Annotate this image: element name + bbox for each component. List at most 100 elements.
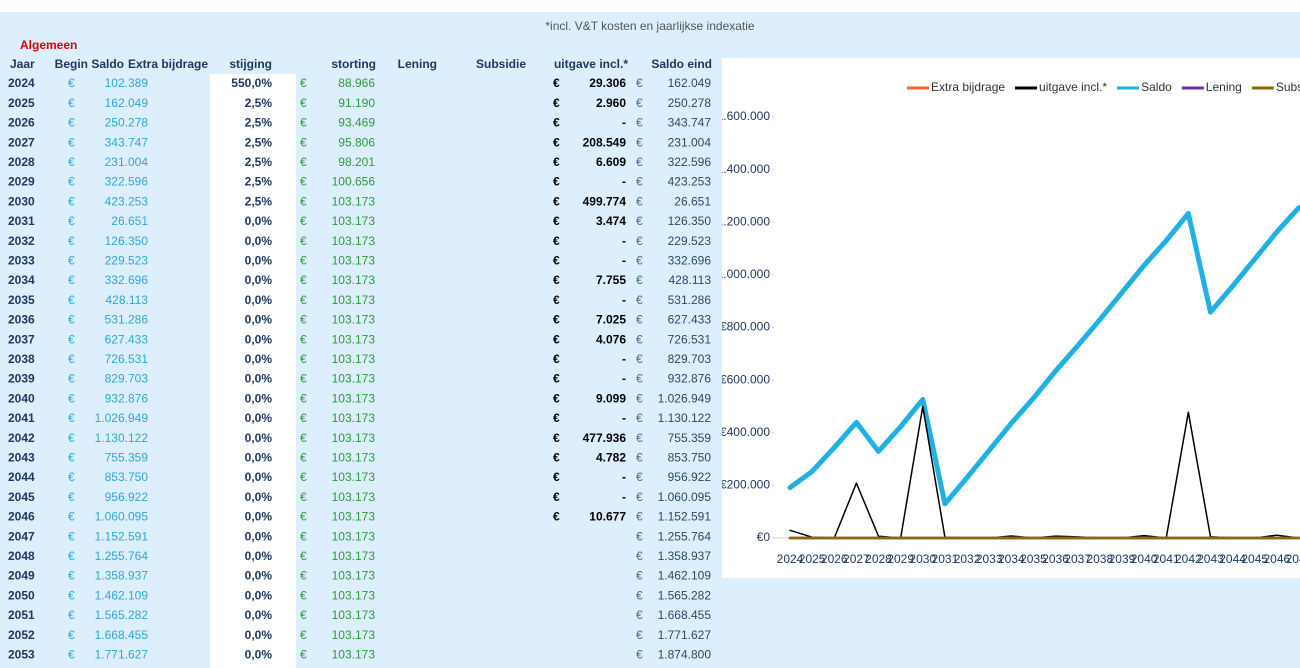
currency: € (636, 332, 643, 346)
begin-saldo: 162.049 (105, 96, 149, 110)
year: 2038 (8, 352, 35, 366)
storting: 103.173 (332, 352, 376, 366)
saldo-eind: 1.771.627 (658, 628, 712, 642)
x-tick-label: 2037 (1064, 552, 1091, 566)
saldo-eind: 1.874.800 (658, 647, 712, 661)
saldo-eind: 343.747 (668, 116, 712, 130)
currency: € (300, 588, 307, 602)
x-tick-label: 2044 (1219, 552, 1246, 566)
uitgave: - (622, 116, 626, 130)
currency: € (300, 431, 307, 445)
currency: € (300, 608, 307, 622)
saldo-eind: 1.026.949 (658, 391, 712, 405)
currency: € (300, 175, 307, 189)
year: 2046 (8, 510, 35, 524)
year: 2033 (8, 253, 35, 267)
begin-saldo: 229.523 (105, 253, 149, 267)
currency: € (553, 313, 560, 327)
currency: € (553, 490, 560, 504)
saldo-eind: 423.253 (668, 175, 712, 189)
uitgave: 4.782 (596, 450, 626, 464)
y-tick-label: €1.600.000 (710, 109, 770, 123)
stijging: 2,5% (245, 175, 273, 189)
y-tick-label: €0 (757, 530, 771, 544)
currency: € (68, 628, 75, 642)
year: 2049 (8, 569, 35, 583)
begin-saldo: 932.876 (105, 391, 149, 405)
x-tick-label: 2030 (909, 552, 936, 566)
storting: 88.966 (338, 76, 375, 90)
stijging-column (210, 74, 296, 668)
currency: € (68, 194, 75, 208)
column-header: storting (331, 57, 376, 71)
begin-saldo: 231.004 (105, 155, 149, 169)
note: *incl. V&T kosten en jaarlijkse indexati… (545, 19, 755, 33)
storting: 103.173 (332, 273, 376, 287)
currency: € (636, 450, 643, 464)
currency: € (300, 234, 307, 248)
year: 2042 (8, 431, 35, 445)
currency: € (553, 273, 560, 287)
storting: 98.201 (338, 155, 375, 169)
stijging: 0,0% (245, 588, 273, 602)
stijging: 0,0% (245, 450, 273, 464)
year: 2044 (8, 470, 35, 484)
column-header: Jaar (10, 57, 35, 71)
currency: € (300, 372, 307, 386)
year: 2053 (8, 647, 35, 661)
year: 2041 (8, 411, 35, 425)
currency: € (300, 352, 307, 366)
legend-label: uitgave incl.* (1039, 80, 1107, 94)
x-tick-label: 2043 (1197, 552, 1224, 566)
currency: € (68, 450, 75, 464)
currency: € (553, 194, 560, 208)
currency: € (636, 647, 643, 661)
saldo-eind: 956.922 (668, 470, 712, 484)
x-tick-label: 2041 (1153, 552, 1180, 566)
storting: 103.173 (332, 529, 376, 543)
currency: € (553, 332, 560, 346)
currency: € (636, 293, 643, 307)
year: 2039 (8, 372, 35, 386)
storting: 103.173 (332, 431, 376, 445)
currency: € (553, 352, 560, 366)
year: 2036 (8, 313, 35, 327)
currency: € (553, 391, 560, 405)
currency: € (300, 214, 307, 228)
stijging: 2,5% (245, 155, 273, 169)
begin-saldo: 627.433 (105, 332, 149, 346)
currency: € (300, 273, 307, 287)
currency: € (553, 431, 560, 445)
x-tick-label: 2046 (1264, 552, 1291, 566)
storting: 103.173 (332, 470, 376, 484)
stijging: 0,0% (245, 569, 273, 583)
y-tick-label: €1.200.000 (710, 214, 770, 228)
storting: 103.173 (332, 234, 376, 248)
currency: € (300, 529, 307, 543)
year: 2034 (8, 273, 35, 287)
begin-saldo: 853.750 (105, 470, 149, 484)
saldo-eind: 250.278 (668, 96, 712, 110)
x-tick-label: 2031 (932, 552, 959, 566)
storting: 103.173 (332, 253, 376, 267)
currency: € (636, 372, 643, 386)
currency: € (636, 529, 643, 543)
currency: € (300, 96, 307, 110)
currency: € (68, 332, 75, 346)
begin-saldo: 956.922 (105, 490, 149, 504)
begin-saldo: 250.278 (105, 116, 149, 130)
series-line (787, 205, 1300, 507)
storting: 103.173 (332, 332, 376, 346)
column-header: uitgave incl.* (554, 57, 628, 71)
currency: € (68, 372, 75, 386)
begin-saldo: 1.255.764 (95, 549, 149, 563)
currency: € (636, 135, 643, 149)
stijging: 0,0% (245, 490, 273, 504)
x-tick-label: 2045 (1241, 552, 1268, 566)
begin-saldo: 829.703 (105, 372, 149, 386)
begin-saldo: 1.358.937 (95, 569, 149, 583)
currency: € (553, 155, 560, 169)
legend-label: Extra bijdrage (931, 80, 1005, 94)
uitgave: 3.474 (596, 214, 626, 228)
